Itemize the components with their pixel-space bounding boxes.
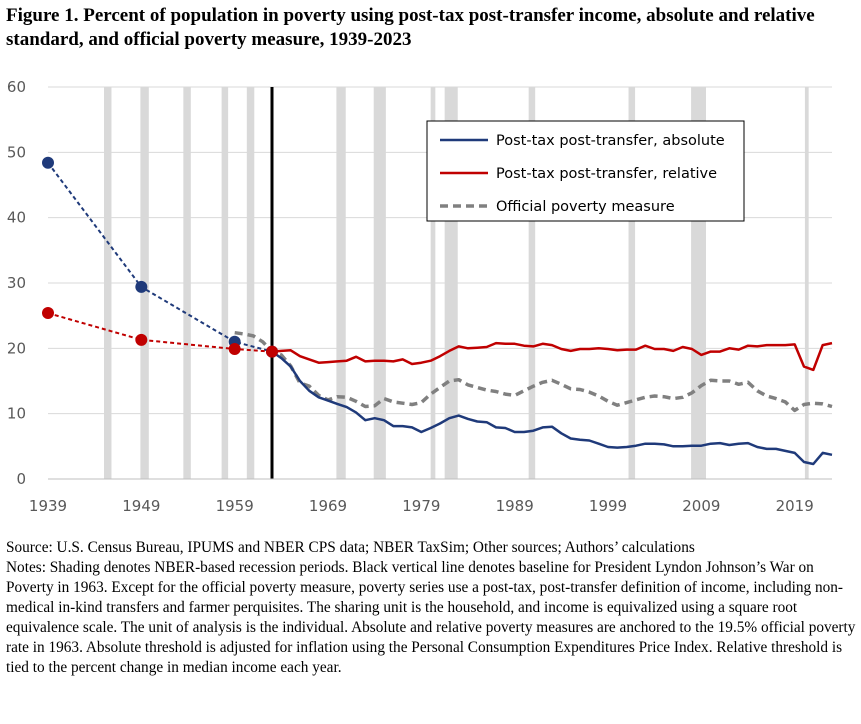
source-note: Source: U.S. Census Bureau, IPUMS and NB… <box>6 539 695 556</box>
recession-bar <box>373 87 386 479</box>
marker-absolute <box>42 156 54 169</box>
recession-bar <box>246 87 255 479</box>
x-tick-label: 1969 <box>309 497 347 515</box>
x-tick-label: 2019 <box>776 497 814 515</box>
y-tick-label: 60 <box>7 78 26 96</box>
poverty-line-chart: 0 10 20 30 40 50 60 1939 1949 1959 1969 1979 1989 199… <box>7 78 833 515</box>
notes-paragraph: Notes: Shading denotes NBER-based recess… <box>6 559 856 676</box>
y-tick-label: 30 <box>7 274 26 292</box>
y-tick-label: 20 <box>7 339 26 357</box>
x-tick-label: 1939 <box>29 497 67 515</box>
series-line-absolute-historical <box>47 162 273 353</box>
marker-relative <box>135 333 148 346</box>
figure-title: Figure 1. Percent of population in pover… <box>6 5 815 50</box>
marker-relative <box>42 307 54 320</box>
recession-bar <box>430 87 436 479</box>
series-line-relative <box>271 341 833 372</box>
legend-label-relative: Post-tax post-transfer, relative <box>496 166 717 182</box>
figure-notes: Source: U.S. Census Bureau, IPUMS and NB… <box>6 538 858 678</box>
marker-absolute <box>135 280 148 293</box>
x-tick-label: 1949 <box>122 497 160 515</box>
x-tick-label: 1989 <box>496 497 534 515</box>
marker-relative <box>228 342 241 355</box>
y-tick-label: 10 <box>7 405 26 423</box>
recession-bar <box>528 87 536 479</box>
marker-relative <box>266 345 278 358</box>
legend-label-absolute: Post-tax post-transfer, absolute <box>496 133 725 149</box>
y-tick-label: 40 <box>7 209 26 227</box>
recession-bar <box>628 87 636 479</box>
recession-bar <box>804 87 809 479</box>
series-line-absolute <box>271 350 833 466</box>
recession-bar <box>221 87 229 479</box>
x-tick-label: 2009 <box>682 497 720 515</box>
series-line-official <box>234 330 833 413</box>
recession-bar <box>336 87 346 479</box>
series-line-relative-historical <box>47 312 273 353</box>
x-tick-label: 1999 <box>589 497 627 515</box>
legend: Post-tax post-transfer, absolute Post-ta… <box>426 120 745 222</box>
recession-bar <box>104 87 112 479</box>
legend-label-official: Official poverty measure <box>496 199 675 215</box>
y-tick-label: 50 <box>7 143 26 161</box>
recession-bar <box>183 87 191 479</box>
x-tick-label: 1979 <box>402 497 440 515</box>
series-lines <box>42 156 833 466</box>
y-tick-label: 0 <box>16 470 26 488</box>
x-tick-label: 1959 <box>216 497 254 515</box>
axes: 0 10 20 30 40 50 60 1939 1949 1959 1969 1979 1989 199… <box>7 78 832 515</box>
